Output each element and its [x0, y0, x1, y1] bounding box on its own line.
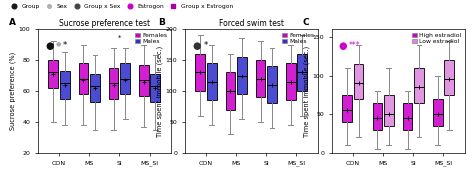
PathPatch shape	[414, 68, 424, 103]
PathPatch shape	[207, 63, 217, 100]
PathPatch shape	[139, 65, 149, 96]
PathPatch shape	[297, 54, 307, 91]
Text: C: C	[302, 18, 309, 27]
PathPatch shape	[342, 95, 352, 122]
Text: ●: ●	[46, 41, 55, 52]
PathPatch shape	[354, 64, 364, 99]
Text: ***: ***	[349, 41, 361, 50]
PathPatch shape	[444, 60, 454, 95]
Y-axis label: Time spent immobile (sec.): Time spent immobile (sec.)	[303, 45, 310, 137]
PathPatch shape	[373, 103, 382, 130]
PathPatch shape	[120, 63, 130, 94]
Text: A: A	[9, 18, 16, 27]
PathPatch shape	[109, 68, 118, 99]
PathPatch shape	[79, 63, 88, 94]
PathPatch shape	[433, 99, 443, 126]
Legend: Females, Males: Females, Males	[281, 32, 315, 45]
PathPatch shape	[48, 60, 58, 88]
PathPatch shape	[403, 103, 412, 130]
PathPatch shape	[384, 95, 393, 126]
Text: *: *	[118, 35, 121, 41]
Text: B: B	[158, 18, 165, 27]
Y-axis label: Sucrose preference (%): Sucrose preference (%)	[9, 52, 16, 130]
PathPatch shape	[60, 71, 70, 99]
PathPatch shape	[90, 74, 100, 102]
PathPatch shape	[286, 63, 296, 100]
Text: ●: ●	[193, 41, 201, 52]
Text: *: *	[203, 41, 208, 50]
Title: Forced swim test: Forced swim test	[219, 19, 284, 28]
PathPatch shape	[195, 54, 205, 91]
PathPatch shape	[237, 57, 246, 94]
PathPatch shape	[150, 74, 160, 102]
Text: ●: ●	[338, 41, 347, 52]
PathPatch shape	[226, 72, 235, 110]
Legend: Group, Sex, Group x Sex, Estrogon, Group x Estrogon: Group, Sex, Group x Sex, Estrogon, Group…	[8, 3, 234, 9]
Legend: High estradiol, Low estradiol: High estradiol, Low estradiol	[411, 32, 462, 45]
Text: ●: ●	[55, 41, 61, 46]
Y-axis label: Time spent immobile (sec.): Time spent immobile (sec.)	[156, 45, 163, 137]
Text: *: *	[63, 41, 67, 50]
PathPatch shape	[256, 60, 265, 97]
PathPatch shape	[267, 66, 277, 103]
Title: Sucrose preference test: Sucrose preference test	[59, 19, 150, 28]
Legend: Females, Males: Females, Males	[134, 32, 168, 45]
